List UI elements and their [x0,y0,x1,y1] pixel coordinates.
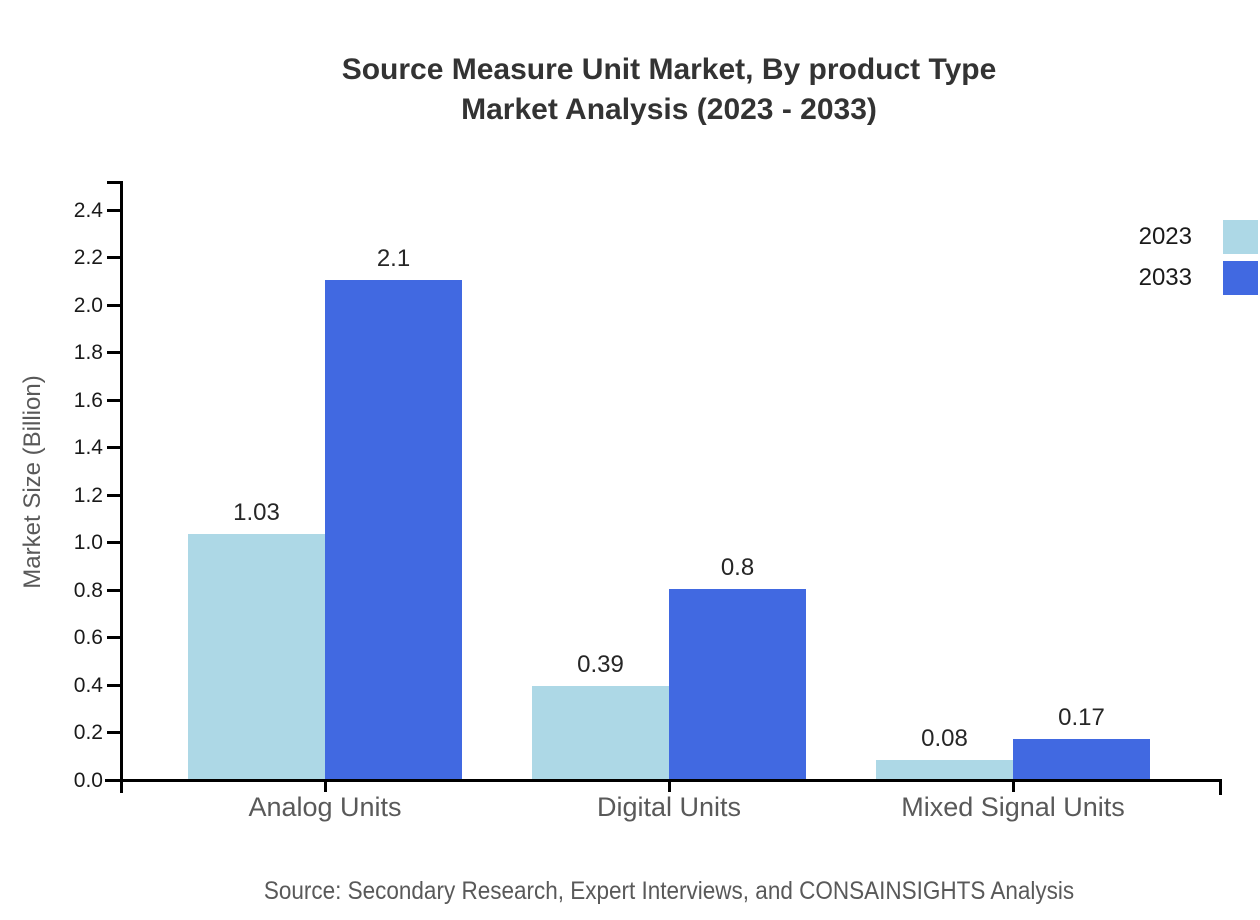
bar-digital-units-2033 [669,589,806,779]
y-tick [107,304,120,307]
source-note: Source: Secondary Research, Expert Inter… [263,877,1075,905]
bar-analog-units-2023 [188,534,325,779]
legend-swatch-2023 [1223,220,1258,254]
bar-mixed-signal-units-2023 [876,760,1013,779]
y-tick [107,541,120,544]
category-label-digital-units: Digital Units [596,792,742,822]
bar-value-label-digital-units-2033: 0.8 [720,554,755,581]
y-tick-label: 1.8 [73,340,103,364]
category-label-mixed-signal-units: Mixed Signal Units [901,792,1125,822]
y-tick-label: 0.6 [73,625,103,649]
y-tick-label: 2.2 [73,245,103,269]
y-tick [107,684,120,687]
y-tick [107,636,120,639]
y-tick [107,446,120,449]
y-axis-spine [120,181,123,793]
bar-value-label-analog-units-2023: 1.03 [233,499,280,526]
legend-label-2033: 2033 [1138,264,1192,291]
chart-title-line-1: Source Measure Unit Market, By product T… [341,53,997,86]
y-tick-label: 0.4 [73,673,103,697]
y-tick-label: 1.6 [73,388,103,412]
y-axis-top-cap [107,181,123,184]
y-tick-label: 0.0 [73,768,103,792]
y-tick [107,256,120,259]
y-tick-label: 1.0 [73,530,103,554]
chart-title: Source Measure Unit Market, By product T… [342,50,997,130]
x-axis-right-cap [1219,779,1222,795]
x-tick-analog-units [323,779,327,792]
bar-value-label-digital-units-2023: 0.39 [577,651,624,678]
legend-swatch-2033 [1223,261,1258,295]
bar-mixed-signal-units-2033 [1013,739,1150,779]
y-tick [107,209,120,212]
bar-value-label-analog-units-2033: 2.1 [376,245,411,272]
bar-value-label-mixed-signal-units-2033: 0.17 [1058,704,1105,731]
chart-title-line-2: Market Analysis (2023 - 2033) [461,93,877,126]
y-tick [107,494,120,497]
y-tick-label: 1.2 [73,483,103,507]
bar-value-label-mixed-signal-units-2023: 0.08 [921,725,968,752]
x-tick-mixed-signal-units [1011,779,1015,792]
y-tick [107,589,120,592]
y-tick [107,399,120,402]
category-label-analog-units: Analog Units [248,792,402,822]
y-tick-label: 0.8 [73,578,103,602]
y-tick-label: 1.4 [73,435,103,459]
y-tick [107,351,120,354]
y-tick-label: 0.2 [73,720,103,744]
legend-label-2023: 2023 [1138,223,1192,250]
y-tick [107,731,120,734]
bar-analog-units-2033 [325,280,462,779]
y-tick-label: 2.4 [73,198,103,222]
y-tick-label: 2.0 [73,293,103,317]
x-tick-digital-units [667,779,671,792]
bar-digital-units-2023 [532,686,669,779]
x-axis-spine [105,779,1222,782]
